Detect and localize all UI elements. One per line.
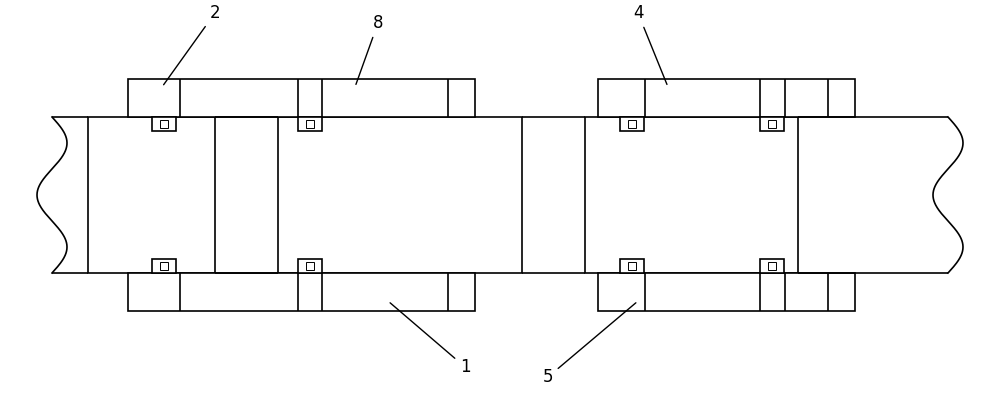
Bar (598, 273, 855, 311)
Bar (160, 262, 168, 270)
Bar (298, 259, 322, 273)
Text: 1: 1 (390, 303, 470, 376)
Bar (620, 117, 644, 131)
Bar (768, 262, 776, 270)
Bar (306, 262, 314, 270)
Bar (628, 262, 636, 270)
Bar (152, 117, 176, 131)
Bar (585, 117, 798, 273)
Bar (598, 79, 855, 117)
Bar (152, 259, 176, 273)
Bar (128, 79, 475, 117)
Bar (600, 275, 854, 310)
Text: 2: 2 (164, 4, 220, 85)
Bar (130, 275, 474, 310)
Text: 8: 8 (356, 14, 383, 85)
Bar (130, 81, 474, 115)
Bar (760, 259, 784, 273)
Bar (298, 117, 322, 131)
Bar (768, 120, 776, 128)
Bar (600, 81, 854, 115)
Text: 5: 5 (543, 303, 636, 386)
Text: 4: 4 (633, 4, 667, 85)
Bar (278, 117, 522, 273)
Bar (760, 117, 784, 131)
Bar (160, 120, 168, 128)
Bar (620, 259, 644, 273)
Bar (128, 273, 475, 311)
Bar (306, 120, 314, 128)
Bar (628, 120, 636, 128)
Bar (88, 117, 215, 273)
